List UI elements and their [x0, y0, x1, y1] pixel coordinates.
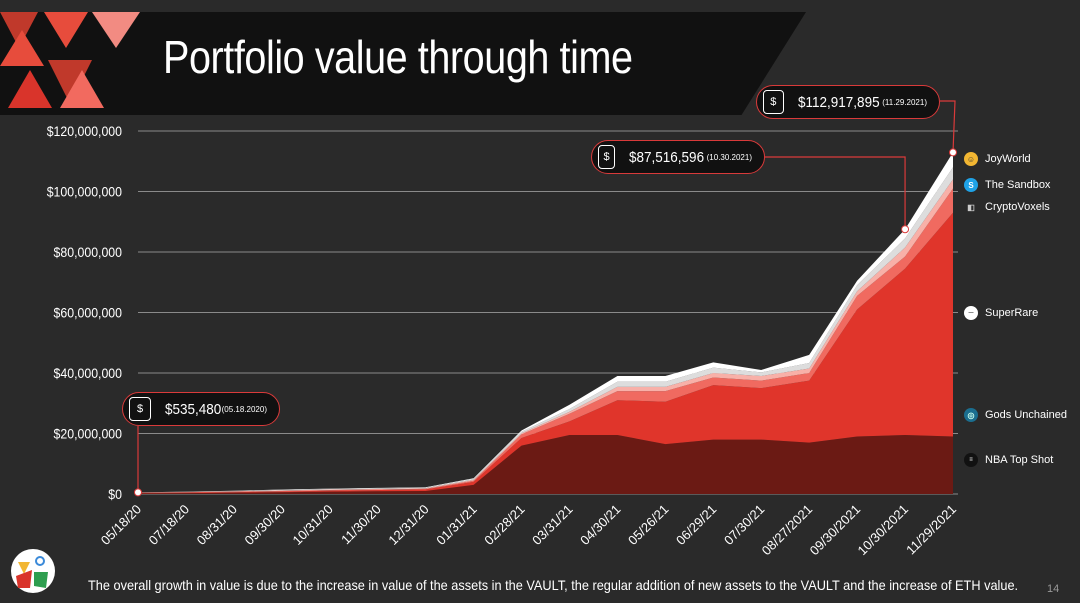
- y-tick-label: $60,000,000: [54, 305, 122, 321]
- legend-label: Gods Unchained: [985, 409, 1067, 421]
- x-tick-label: 09/30/20: [242, 502, 288, 548]
- area-series-nba-top-shot: [138, 435, 953, 494]
- x-tick-label: 10/30/2021: [855, 502, 912, 559]
- callout-marker: [949, 148, 957, 157]
- footer-caption: The overall growth in value is due to th…: [88, 577, 1019, 593]
- callout-date: (11.29.2021): [882, 97, 927, 107]
- x-tick-label: 11/30/20: [338, 502, 384, 548]
- y-tick-label: $120,000,000: [47, 123, 122, 139]
- x-tick-label: 06/29/21: [673, 502, 719, 548]
- title-banner: [0, 12, 806, 115]
- legend-label: CryptoVoxels: [985, 201, 1050, 213]
- x-tick-label: 01/31/21: [433, 502, 479, 548]
- callout-value: $535,480: [165, 400, 222, 418]
- superrare-icon: —: [964, 306, 978, 320]
- x-tick-label: 08/27/2021: [759, 502, 816, 559]
- page-number: 14: [1047, 583, 1060, 595]
- legend-label: The Sandbox: [985, 179, 1051, 191]
- callout-date: (10.30.2021): [706, 152, 752, 162]
- x-tick-label: 07/18/20: [146, 502, 192, 548]
- nba-top-shot-icon: ≡: [964, 453, 978, 467]
- legend-cryptovoxels: ◧ CryptoVoxels: [964, 200, 1050, 214]
- callout-start-value: $ $535,480 (05.18.2020): [122, 392, 280, 426]
- callout-value: $87,516,596: [629, 148, 705, 166]
- callout-marker: [134, 488, 142, 497]
- callout-value: $112,917,895: [797, 93, 880, 111]
- legend-nba-top-shot: ≡ NBA Top Shot: [964, 453, 1053, 467]
- y-tick-label: $80,000,000: [54, 244, 122, 260]
- y-tick-label: $40,000,000: [54, 365, 122, 381]
- callout-oct-value: $ $87,516,596 (10.30.2021): [591, 140, 765, 174]
- callout-leader-line: [940, 100, 956, 153]
- gods-unchained-icon: ◎: [964, 408, 978, 422]
- x-tick-label: 03/31/21: [529, 502, 575, 548]
- money-bag-icon: $: [129, 397, 152, 421]
- legend-joyworld: ☺ JoyWorld: [964, 152, 1031, 166]
- page-title: Portfolio value through time: [163, 31, 633, 83]
- sandbox-icon: S: [964, 178, 978, 192]
- y-tick-label: $0: [108, 486, 122, 502]
- legend-the-sandbox: S The Sandbox: [964, 178, 1050, 192]
- x-tick-label: 05/18/20: [98, 502, 144, 548]
- x-tick-label: 10/31/20: [289, 502, 335, 548]
- y-tick-label: $20,000,000: [54, 426, 122, 442]
- joyworld-icon: ☺: [964, 152, 978, 166]
- cryptovoxels-icon: ◧: [967, 202, 975, 212]
- legend-label: NBA Top Shot: [985, 454, 1054, 466]
- legend-label: JoyWorld: [985, 153, 1031, 165]
- x-tick-label: 02/28/21: [481, 502, 527, 548]
- callout-nov-value: $ $112,917,895 (11.29.2021): [756, 85, 940, 119]
- triangle-logo-icon: [0, 12, 140, 108]
- vault-brand-icon: [11, 549, 55, 593]
- legend-label: SuperRare: [985, 307, 1039, 319]
- x-tick-label: 04/30/21: [577, 502, 623, 548]
- x-tick-label: 12/31/20: [385, 502, 431, 548]
- callout-date: (05.18.2020): [221, 404, 267, 414]
- x-tick-label: 11/29/2021: [903, 502, 959, 558]
- money-bag-icon: $: [763, 90, 784, 114]
- x-tick-label: 07/30/21: [721, 502, 767, 548]
- x-tick-label: 05/26/21: [625, 502, 671, 548]
- y-tick-label: $100,000,000: [47, 184, 122, 200]
- x-tick-label: 09/30/2021: [807, 502, 864, 559]
- area-series-gods-unchained: [138, 212, 953, 494]
- money-bag-icon: $: [598, 145, 616, 169]
- callout-leader-line: [765, 156, 906, 230]
- legend-superrare: — SuperRare: [964, 306, 1038, 320]
- x-tick-label: 08/31/20: [194, 502, 240, 548]
- callout-marker: [901, 225, 910, 234]
- legend-gods-unchained: ◎ Gods Unchained: [964, 408, 1067, 422]
